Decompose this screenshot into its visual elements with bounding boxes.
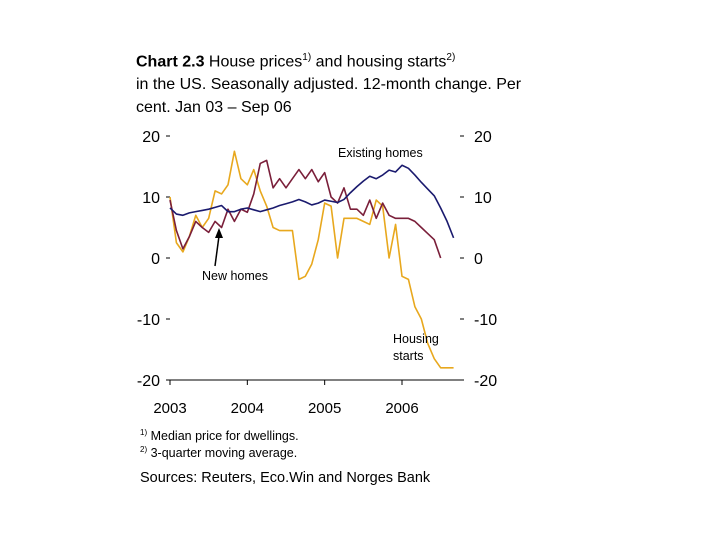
y-tick-label-right: 0 xyxy=(474,251,483,268)
series-line-housing-starts xyxy=(169,150,454,369)
chart-title: Chart 2.3 House prices1) and housing sta… xyxy=(136,46,536,119)
y-tick-label-right: -20 xyxy=(474,373,497,390)
x-tick-label: 2006 xyxy=(385,400,418,417)
x-tick-label: 2004 xyxy=(231,400,264,417)
title-note-1: 1) xyxy=(302,52,312,63)
footnote-1: 1) Median price for dwellings. xyxy=(140,428,299,443)
title-note-2: 2) xyxy=(446,52,456,63)
y-tick-label-right: -10 xyxy=(474,312,497,329)
x-tick-label: 2005 xyxy=(308,400,341,417)
annotation-new-homes: New homes xyxy=(202,269,268,283)
y-tick-label-left: 10 xyxy=(142,190,160,207)
footnote-2-marker: 2) xyxy=(140,445,148,454)
title-text-2: and housing starts xyxy=(311,53,447,71)
title-text-3: in the US. Seasonally adjusted. 12-month… xyxy=(136,76,522,117)
series-line-new-homes xyxy=(169,159,442,259)
annotation-arrow-head xyxy=(215,228,223,238)
y-tick-label-left: 20 xyxy=(142,129,160,146)
annotation-housing-starts: Housing xyxy=(393,332,439,346)
annotation-existing-homes: Existing homes xyxy=(338,146,423,160)
y-tick-label-left: -20 xyxy=(137,373,160,390)
annotation-arrow-shaft xyxy=(214,235,220,267)
y-tick-label-right: 10 xyxy=(474,190,492,207)
footnote-2: 2) 3-quarter moving average. xyxy=(140,445,297,460)
y-tick-label-right: 20 xyxy=(474,129,492,146)
annotation-housing-starts-line2: starts xyxy=(393,349,424,363)
source-note: Sources: Reuters, Eco.Win and Norges Ban… xyxy=(140,470,431,486)
x-tick-label: 2003 xyxy=(153,400,186,417)
y-tick-label-left: 0 xyxy=(151,251,160,268)
footnote-1-marker: 1) xyxy=(140,428,148,437)
footnote-1-text: Median price for dwellings. xyxy=(150,429,299,444)
title-text-1: House prices xyxy=(204,53,303,71)
footnote-2-text: 3-quarter moving average. xyxy=(150,446,298,461)
y-tick-label-left: -10 xyxy=(137,312,160,329)
series-line-existing-homes xyxy=(169,164,455,239)
chart-label: Chart 2.3 xyxy=(136,53,205,71)
